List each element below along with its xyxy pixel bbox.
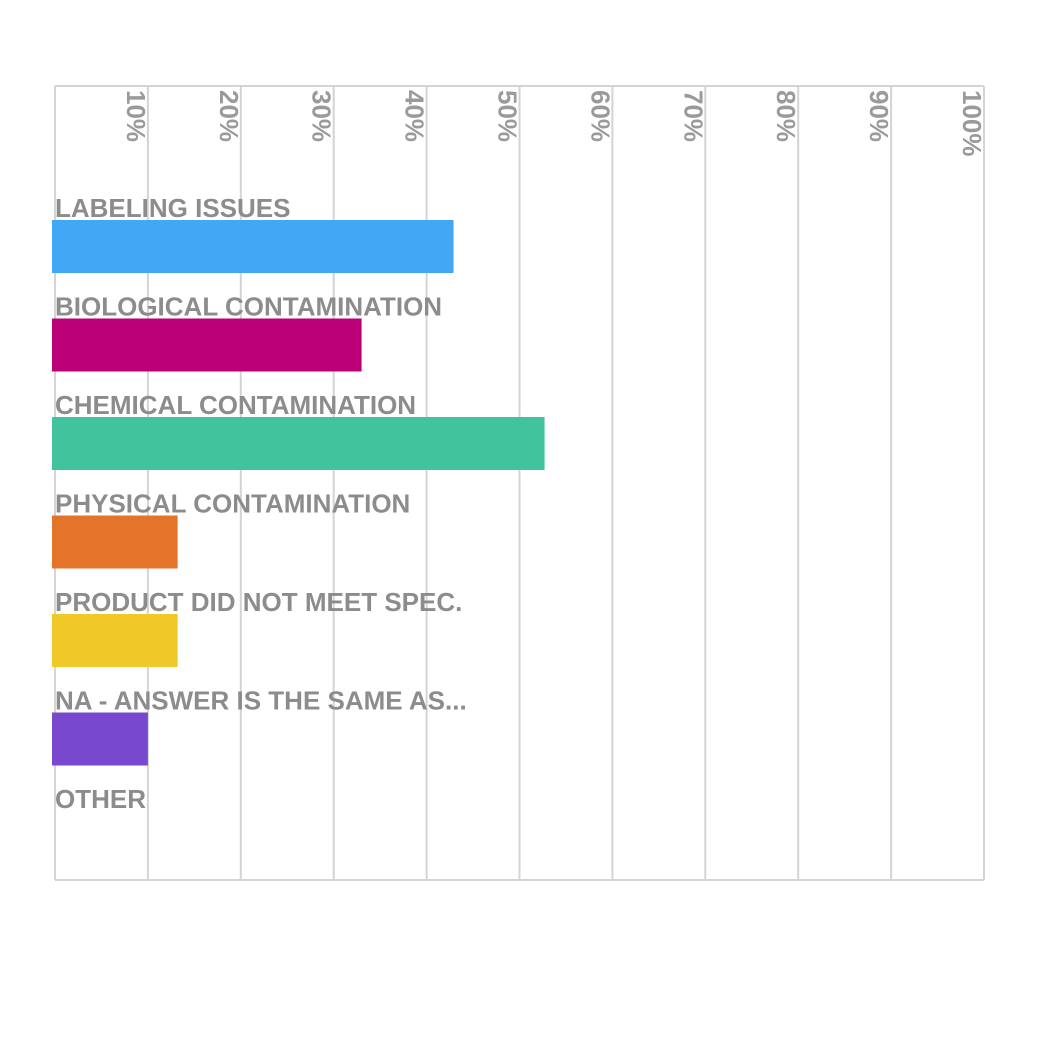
x-tick-label: 80% — [771, 90, 801, 142]
x-tick-label: 50% — [493, 90, 523, 142]
x-tick-label: 10% — [121, 90, 151, 142]
bar-4 — [52, 614, 178, 667]
category-label: OTHER — [55, 784, 146, 814]
x-tick-label: 60% — [585, 90, 615, 142]
bar-2 — [52, 417, 545, 470]
bar-0 — [52, 220, 454, 273]
gridlines — [54, 85, 985, 881]
x-tick-label: 70% — [678, 90, 708, 142]
category-label: CHEMICAL CONTAMINATION — [55, 390, 416, 420]
x-tick-label: 100% — [957, 90, 987, 157]
bars — [52, 220, 545, 766]
category-label: PHYSICAL CONTAMINATION — [55, 489, 410, 519]
x-axis-ticks: 10% 20% 30% 40% 50% 60% 70% 80% 90% 100% — [121, 90, 987, 157]
category-labels: LABELING ISSUES BIOLOGICAL CONTAMINATION C… — [55, 193, 467, 814]
bar-1 — [52, 318, 362, 372]
bar-3 — [52, 515, 178, 569]
bar-5 — [52, 712, 148, 766]
category-label: NA - ANSWER IS THE SAME AS... — [55, 686, 467, 716]
category-label: PRODUCT DID NOT MEET SPEC. — [55, 587, 462, 617]
category-label: LABELING ISSUES — [55, 193, 290, 223]
x-tick-label: 20% — [214, 90, 244, 142]
x-tick-label: 40% — [400, 90, 430, 142]
x-tick-label: 30% — [307, 90, 337, 142]
category-label: BIOLOGICAL CONTAMINATION — [55, 292, 442, 322]
x-tick-label: 90% — [864, 90, 894, 142]
